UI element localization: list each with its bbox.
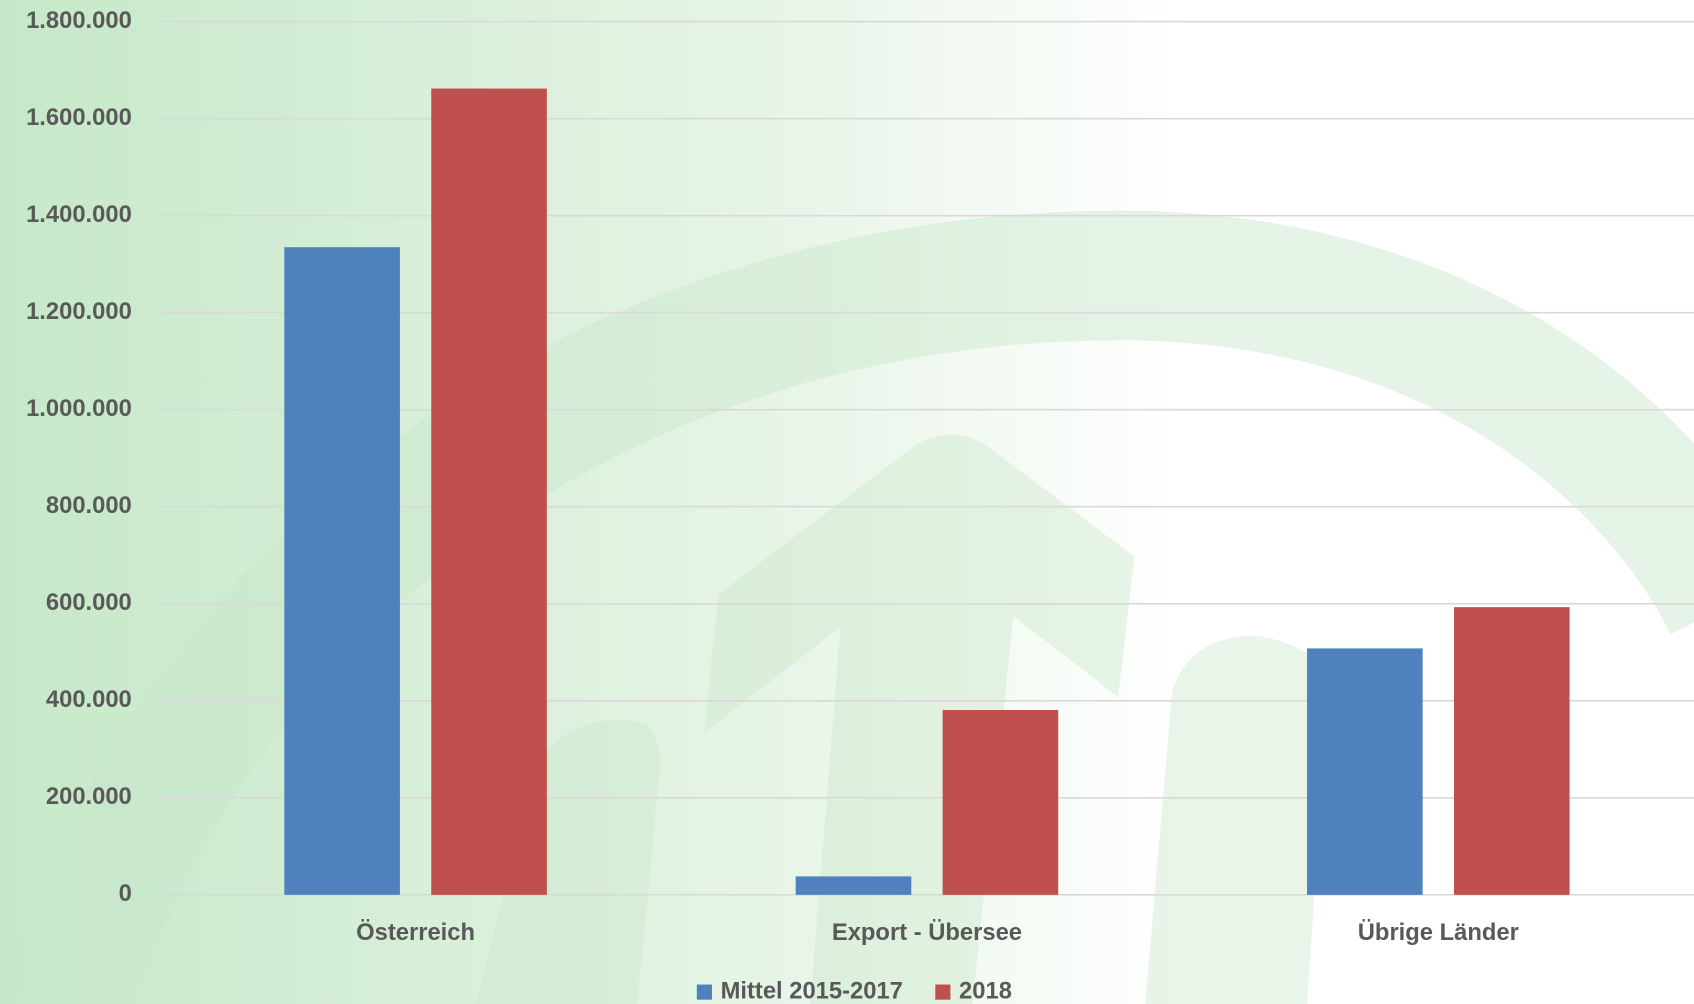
y-tick-label: 400.000	[46, 686, 132, 713]
legend-swatch	[935, 984, 951, 1000]
legend-swatch	[696, 984, 712, 1000]
x-tick-label: Österreich	[356, 919, 475, 946]
bar	[284, 247, 400, 895]
background-logo	[3, 210, 1694, 1004]
bar	[942, 710, 1059, 895]
y-tick-label: 0	[119, 880, 132, 907]
y-tick-label: 600.000	[46, 589, 132, 616]
y-tick-label: 1.200.000	[26, 298, 132, 325]
x-tick-label: Übrige Länder	[1358, 919, 1519, 946]
background-arrow	[475, 434, 1329, 1004]
bar	[431, 88, 547, 895]
bar	[795, 876, 912, 895]
x-tick-label: Export - Übersee	[832, 919, 1022, 946]
y-tick-label: 1.400.000	[26, 201, 132, 228]
y-tick-label: 1.600.000	[26, 104, 132, 131]
bar	[1453, 607, 1570, 895]
y-tick-label: 1.800.000	[26, 7, 132, 34]
legend-label: 2018	[959, 977, 1012, 1004]
y-tick-label: 1.000.000	[26, 395, 132, 422]
y-tick-label: 200.000	[46, 783, 132, 810]
legend-label: Mittel 2015-2017	[721, 977, 903, 1004]
bar	[1307, 648, 1423, 895]
y-tick-label: 800.000	[46, 492, 132, 519]
